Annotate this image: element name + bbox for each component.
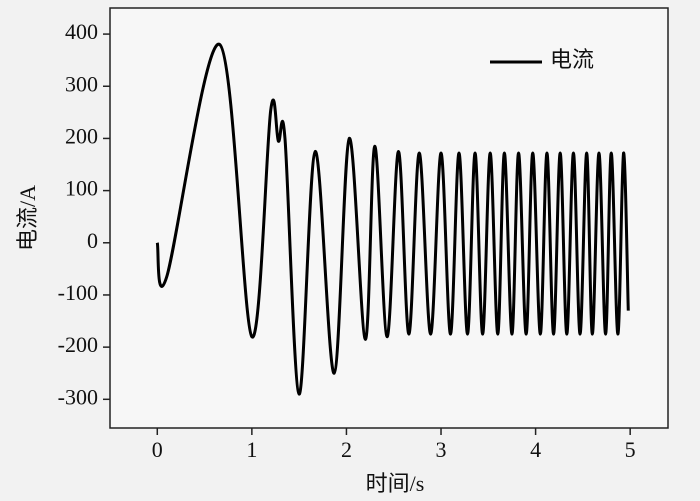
x-tick-label: 5 [625, 437, 636, 462]
x-axis-label: 时间/s [366, 471, 425, 496]
y-tick-label: 100 [65, 176, 98, 201]
x-tick-label: 3 [436, 437, 447, 462]
y-tick-label: 0 [87, 228, 98, 253]
y-tick-label: 200 [65, 123, 98, 148]
x-tick-label: 0 [152, 437, 163, 462]
y-tick-label: -100 [58, 280, 98, 305]
y-axis-label: 电流/A [15, 185, 40, 251]
y-tick-label: 400 [65, 19, 98, 44]
line-series [155, 42, 630, 396]
legend-label: 电流 [550, 47, 594, 72]
x-tick-label: 4 [530, 437, 541, 462]
x-tick-label: 2 [341, 437, 352, 462]
x-tick-label: 1 [246, 437, 257, 462]
y-tick-label: -300 [58, 384, 98, 409]
y-tick-label: 300 [65, 71, 98, 96]
y-tick-label: -200 [58, 332, 98, 357]
